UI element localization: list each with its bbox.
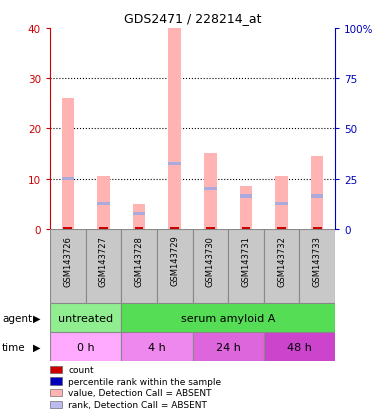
Bar <box>62 178 74 181</box>
Text: value, Detection Call = ABSENT: value, Detection Call = ABSENT <box>68 388 212 397</box>
Bar <box>300 229 335 304</box>
Bar <box>133 212 145 216</box>
Bar <box>157 229 192 304</box>
Bar <box>169 29 181 229</box>
Bar <box>121 332 192 361</box>
Bar <box>64 228 72 229</box>
Text: ▶: ▶ <box>33 342 40 352</box>
Bar <box>192 332 264 361</box>
Bar <box>133 204 145 229</box>
Text: 4 h: 4 h <box>148 342 166 352</box>
Text: agent: agent <box>2 313 32 323</box>
Bar <box>135 228 144 229</box>
Text: time: time <box>2 342 25 352</box>
Bar <box>169 162 181 166</box>
Bar <box>206 228 215 229</box>
Text: untreated: untreated <box>58 313 113 323</box>
Text: ▶: ▶ <box>33 313 40 323</box>
Bar <box>311 157 323 229</box>
Bar <box>275 177 288 229</box>
Bar <box>97 202 110 206</box>
Bar <box>240 187 252 229</box>
Bar <box>313 228 321 229</box>
Text: 24 h: 24 h <box>216 342 241 352</box>
Text: GSM143728: GSM143728 <box>135 235 144 286</box>
Text: GSM143733: GSM143733 <box>313 235 321 286</box>
Bar <box>264 332 335 361</box>
Text: GSM143727: GSM143727 <box>99 235 108 286</box>
Title: GDS2471 / 228214_at: GDS2471 / 228214_at <box>124 12 261 25</box>
Bar <box>240 195 252 198</box>
Text: GSM143732: GSM143732 <box>277 235 286 286</box>
Text: percentile rank within the sample: percentile rank within the sample <box>68 377 221 386</box>
Bar <box>85 229 121 304</box>
Bar <box>97 177 110 229</box>
Bar <box>170 228 179 229</box>
Text: GSM143731: GSM143731 <box>241 235 250 286</box>
Bar <box>277 228 286 229</box>
Bar <box>241 228 250 229</box>
Bar <box>62 99 74 229</box>
Text: 48 h: 48 h <box>287 342 312 352</box>
Bar <box>264 229 300 304</box>
Bar <box>228 229 264 304</box>
Text: count: count <box>68 365 94 374</box>
Text: 0 h: 0 h <box>77 342 94 352</box>
Text: GSM143726: GSM143726 <box>64 235 72 286</box>
Bar <box>204 188 216 191</box>
Text: serum amyloid A: serum amyloid A <box>181 313 275 323</box>
Bar <box>275 202 288 206</box>
Text: GSM143729: GSM143729 <box>170 235 179 286</box>
Bar <box>121 304 335 332</box>
Bar <box>50 229 85 304</box>
Text: rank, Detection Call = ABSENT: rank, Detection Call = ABSENT <box>68 400 207 409</box>
Bar <box>121 229 157 304</box>
Bar <box>192 229 228 304</box>
Bar <box>99 228 108 229</box>
Bar <box>50 304 121 332</box>
Text: GSM143730: GSM143730 <box>206 235 215 286</box>
Bar <box>50 332 121 361</box>
Bar <box>311 195 323 198</box>
Bar <box>204 154 216 229</box>
